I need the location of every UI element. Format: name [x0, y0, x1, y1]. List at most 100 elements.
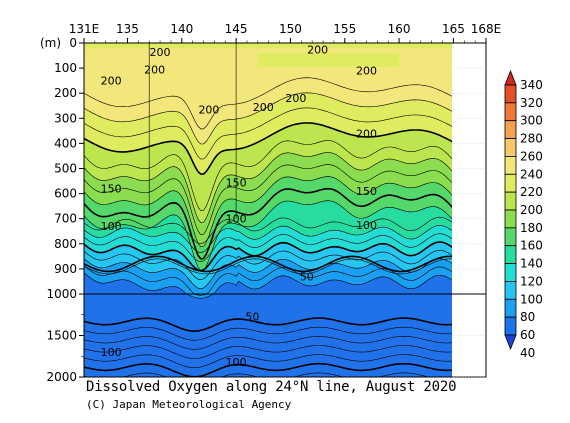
y-tick-label: 500	[54, 162, 77, 176]
colorbar-label: 300	[520, 114, 543, 128]
contour-label: 100	[101, 220, 122, 233]
contour-label: 200	[101, 75, 122, 88]
y-tick-label: 2000	[46, 370, 77, 384]
contour-label: 200	[198, 104, 219, 117]
y-tick-label: 600	[54, 187, 77, 201]
contour-line	[84, 249, 452, 281]
colorbar-label: 280	[520, 132, 543, 146]
y-tick-label: 0	[69, 36, 77, 50]
colorbar-label: 200	[520, 203, 543, 217]
contour-label: 200	[144, 63, 165, 76]
contour-line	[84, 77, 452, 130]
contour-line	[84, 225, 452, 253]
colorbar-label: 320	[520, 96, 543, 110]
colorbar-label: 40	[520, 346, 535, 360]
colorbar-label: 140	[520, 257, 543, 271]
chart-credit: (C) Japan Meteorological Agency	[86, 398, 292, 411]
oxygen-colorbar: 340 320 300 280 260 240 220 200 180 160 140 120 100 8…	[504, 69, 543, 360]
colorbar-box	[504, 120, 517, 139]
contour-label: 200	[253, 101, 274, 114]
contour-line	[84, 107, 452, 160]
contour-label: 200	[150, 46, 171, 59]
colorbar-box	[504, 263, 517, 282]
colorbar-label: 220	[520, 185, 543, 199]
contour-line	[84, 354, 452, 368]
x-tick-label: 140	[170, 22, 193, 36]
colorbar-label: 260	[520, 149, 543, 163]
plot-frame	[83, 42, 487, 378]
contour-line	[84, 345, 452, 359]
colorbar-label: 60	[520, 328, 535, 342]
contour-label: 100	[101, 346, 122, 359]
contour-label: 150	[101, 183, 122, 196]
contour-line	[84, 335, 452, 350]
colorbar-label: 340	[520, 78, 543, 92]
y-tick-label: 800	[54, 237, 77, 251]
contour-line	[84, 258, 452, 275]
colorbar-box	[504, 316, 517, 336]
contour-line	[84, 152, 452, 224]
colorbar-box	[504, 102, 517, 122]
colorbar-box	[504, 227, 517, 247]
oxygen-contour-lines	[84, 43, 452, 377]
contour-label: 50	[300, 270, 314, 283]
contour-label: 200	[356, 127, 377, 140]
colorbar-box	[504, 156, 517, 175]
oxygen-color-field	[84, 43, 452, 377]
colorbar-label: 240	[520, 167, 543, 181]
longitude-axis: 131E 135 140 145 150 155 160 165 168E	[69, 22, 502, 43]
y-tick-label: 1000	[46, 287, 77, 301]
contour-label: 150	[226, 176, 247, 189]
x-tick-label: 155	[333, 22, 356, 36]
x-tick-label: 160	[388, 22, 411, 36]
colorbar-box	[504, 173, 517, 193]
x-tick-label: 150	[279, 22, 302, 36]
colorbar-box	[504, 298, 517, 318]
contour-line	[84, 164, 452, 236]
contour-line	[84, 372, 452, 377]
contour-label: 100	[226, 213, 247, 226]
contour-line	[84, 265, 452, 296]
contour-line	[84, 187, 452, 260]
contour-line	[84, 216, 452, 244]
y-tick-label: 200	[54, 86, 77, 100]
contour-label: 100	[356, 219, 377, 232]
contour-line	[84, 200, 452, 272]
contour-label: 50	[245, 310, 259, 323]
depth-axis: (m) 0 100 200 300 400 500 600 700 800 900 1000 1500 2…	[40, 36, 84, 384]
contour-labels: 200 200 200 200 200 200 200 200 200 150 150 150 100 1…	[101, 43, 377, 369]
field-surface-band	[84, 43, 452, 49]
y-unit-label: (m)	[40, 36, 61, 50]
colorbar-box	[504, 84, 517, 104]
colorbar-box	[504, 209, 517, 229]
colorbar-box	[504, 281, 517, 300]
plot-border	[83, 42, 487, 378]
x-tick-label: 135	[116, 22, 139, 36]
y-tick-label: 700	[54, 212, 77, 226]
x-tick-label: 145	[225, 22, 248, 36]
contour-line	[84, 233, 452, 263]
contour-label: 100	[226, 356, 247, 369]
contour-line	[84, 241, 452, 272]
contour-line	[84, 140, 452, 212]
field-surface-patch	[257, 53, 400, 67]
contour-line	[84, 176, 452, 248]
y-tick-label: 400	[54, 136, 77, 150]
colorbar-box	[504, 191, 517, 211]
x-tick-label: 131E	[69, 22, 100, 36]
colorbar-label: 120	[520, 274, 543, 288]
colorbar-box	[504, 245, 517, 264]
field-deep-band	[84, 318, 452, 377]
colorbar-label: 80	[520, 310, 535, 324]
contour-line	[84, 92, 452, 145]
x-tick-label: 168E	[471, 22, 502, 36]
x-tick-label: 165	[442, 22, 465, 36]
colorbar-label: 160	[520, 239, 543, 253]
contour-line	[84, 362, 452, 377]
contour-line	[84, 122, 452, 175]
colorbar-label: 100	[520, 292, 543, 306]
chart-title: Dissolved Oxygen along 24°N line, August…	[86, 379, 457, 395]
contour-line	[84, 326, 452, 341]
colorbar-bottom-arrow	[504, 334, 517, 351]
contour-line	[84, 317, 452, 332]
